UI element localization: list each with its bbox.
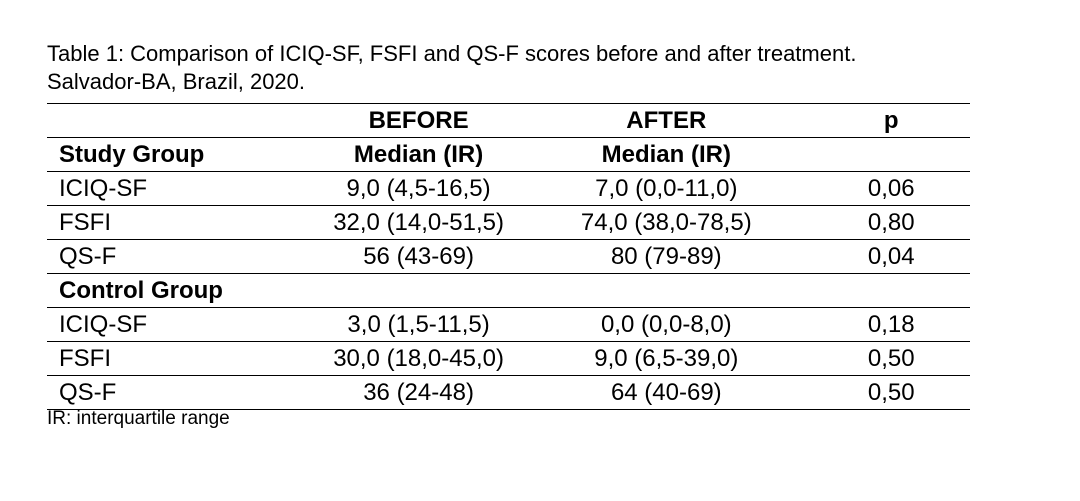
before-cell: 9,0 (4,5-16,5) (297, 171, 541, 206)
after-cell: 9,0 (6,5-39,0) (540, 341, 793, 376)
median-before-label: Median (IR) (297, 137, 541, 172)
after-cell: 74,0 (38,0-78,5) (540, 205, 793, 240)
before-cell: 56 (43-69) (297, 239, 541, 274)
after-cell: 7,0 (0,0-11,0) (540, 171, 793, 206)
p-cell: 0,06 (792, 171, 970, 206)
after-cell: 0,0 (0,0-8,0) (540, 307, 793, 342)
p-cell: 0,18 (792, 307, 970, 342)
table-row: FSFI 30,0 (18,0-45,0) 9,0 (6,5-39,0) 0,5… (47, 341, 970, 376)
after-cell: 80 (79-89) (540, 239, 793, 274)
header-p: p (792, 103, 970, 138)
p-cell: 0,50 (792, 375, 970, 410)
p-cell: 0,04 (792, 239, 970, 274)
before-cell: 3,0 (1,5-11,5) (297, 307, 541, 342)
table-footnote: IR: interquartile range (47, 408, 230, 429)
header-row: BEFORE AFTER p (47, 103, 970, 138)
before-cell: 36 (24-48) (297, 375, 541, 410)
results-table: BEFORE AFTER p Study Group Median (IR) M… (47, 103, 970, 410)
after-cell: 64 (40-69) (540, 375, 793, 410)
control-group-label: Control Group (47, 273, 297, 308)
header-before: BEFORE (297, 103, 541, 138)
table-row: QS-F 36 (24-48) 64 (40-69) 0,50 (47, 375, 970, 410)
measure-cell: QS-F (47, 239, 297, 274)
empty-cell (792, 137, 970, 172)
measure-cell: FSFI (47, 205, 297, 240)
measure-cell: QS-F (47, 375, 297, 410)
group-header-row: Control Group (47, 273, 970, 308)
before-cell: 30,0 (18,0-45,0) (297, 341, 541, 376)
p-cell: 0,80 (792, 205, 970, 240)
empty-cell (297, 273, 541, 308)
table-row: ICIQ-SF 9,0 (4,5-16,5) 7,0 (0,0-11,0) 0,… (47, 171, 970, 206)
group-header-row: Study Group Median (IR) Median (IR) (47, 137, 970, 172)
caption-line-2: Salvador-BA, Brazil, 2020. (47, 69, 306, 94)
header-empty-cell (47, 103, 297, 138)
header-after: AFTER (540, 103, 793, 138)
table-row: FSFI 32,0 (14,0-51,5) 74,0 (38,0-78,5) 0… (47, 205, 970, 240)
p-cell: 0,50 (792, 341, 970, 376)
study-group-label: Study Group (47, 137, 297, 172)
median-after-label: Median (IR) (540, 137, 793, 172)
before-cell: 32,0 (14,0-51,5) (297, 205, 541, 240)
table-row: QS-F 56 (43-69) 80 (79-89) 0,04 (47, 239, 970, 274)
caption-line-1: Table 1: Comparison of ICIQ-SF, FSFI and… (47, 41, 857, 66)
measure-cell: FSFI (47, 341, 297, 376)
measure-cell: ICIQ-SF (47, 171, 297, 206)
measure-cell: ICIQ-SF (47, 307, 297, 342)
table-caption: Table 1: Comparison of ICIQ-SF, FSFI and… (47, 40, 1047, 96)
table-row: ICIQ-SF 3,0 (1,5-11,5) 0,0 (0,0-8,0) 0,1… (47, 307, 970, 342)
empty-cell (792, 273, 970, 308)
empty-cell (540, 273, 793, 308)
